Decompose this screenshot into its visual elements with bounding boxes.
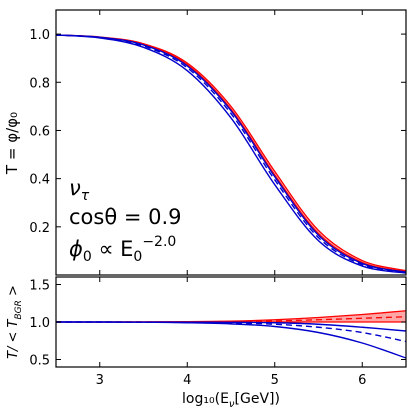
xlabel-sub: ν bbox=[229, 399, 235, 410]
bottom-series-blue-solid-lower bbox=[56, 321, 406, 359]
top-ytick-label: 0.2 bbox=[29, 221, 50, 236]
bottom-series-group bbox=[56, 310, 406, 359]
bottom-ylabel: T/ < TBGR > bbox=[6, 285, 24, 359]
bottom-ytick-label: 0.5 bbox=[29, 354, 50, 369]
flux-exponent: −2.0 bbox=[142, 234, 176, 250]
top-plot-frame bbox=[55, 9, 407, 276]
top-series-blue-solid-upper bbox=[56, 34, 406, 273]
bottom-ylabel-sub: BGR bbox=[14, 300, 24, 319]
top-series-red-band-upper bbox=[56, 34, 406, 272]
bottom-ytick-label: 1.0 bbox=[29, 316, 50, 331]
xtick-label: 4 bbox=[183, 373, 191, 388]
top-plot-area bbox=[56, 34, 406, 274]
bottom-panel: 0.5 1.0 1.5 3 4 5 6 T/ < TBGR > log₁₀(Eν[GeV]) bbox=[6, 276, 407, 410]
top-ytick-label: 0.4 bbox=[29, 173, 50, 188]
top-series-blue-solid-lower bbox=[56, 34, 406, 274]
top-ytick-label: 0.6 bbox=[29, 124, 50, 139]
xlabel: log₁₀(Eν[GeV]) bbox=[182, 391, 280, 410]
xlabel-main: log₁₀(E bbox=[182, 391, 229, 407]
flux-label: ϕ0 ∝ E0−2.0 bbox=[69, 234, 176, 265]
bottom-ylabel-main: T/ < T bbox=[6, 318, 21, 358]
neutrino-subscript: τ bbox=[81, 188, 90, 204]
angle-label: cosθ = 0.9 bbox=[69, 205, 182, 229]
bottom-ylabel-end: > bbox=[6, 285, 21, 300]
flux-propto: ∝ E bbox=[92, 237, 134, 261]
flux-e-sub: 0 bbox=[133, 249, 142, 265]
neutrino-symbol: ν bbox=[69, 176, 81, 200]
top-axes: 0.2 0.4 0.6 0.8 1.0 bbox=[29, 10, 406, 275]
bottom-red-band bbox=[56, 310, 406, 323]
top-series-blue-dashed bbox=[56, 34, 406, 274]
bottom-series-blue-dashed bbox=[56, 321, 406, 343]
bottom-ytick-label: 1.5 bbox=[29, 279, 50, 294]
flux-phi-sub: 0 bbox=[83, 249, 92, 265]
top-panel: 0.2 0.4 0.6 0.8 1.0 T = φ/φ₀ ντ cosθ = 0.9 ϕ… bbox=[3, 9, 407, 276]
xtick-label: 6 bbox=[358, 373, 366, 388]
top-ylabel: T = φ/φ₀ bbox=[3, 112, 21, 175]
bottom-plot-area bbox=[56, 310, 406, 359]
xtick-label: 3 bbox=[96, 373, 104, 388]
top-ytick-label: 0.8 bbox=[29, 76, 50, 91]
top-series-group bbox=[56, 34, 406, 274]
bottom-series-red-dashed bbox=[56, 316, 406, 323]
xlabel-end: [GeV]) bbox=[235, 391, 280, 407]
bottom-axes: 0.5 1.0 1.5 3 4 5 6 bbox=[29, 277, 406, 388]
xtick-label: 5 bbox=[271, 373, 279, 388]
flux-phi: ϕ bbox=[69, 237, 83, 261]
top-ytick-label: 1.0 bbox=[29, 28, 50, 43]
neutrino-label: ντ bbox=[69, 176, 90, 204]
